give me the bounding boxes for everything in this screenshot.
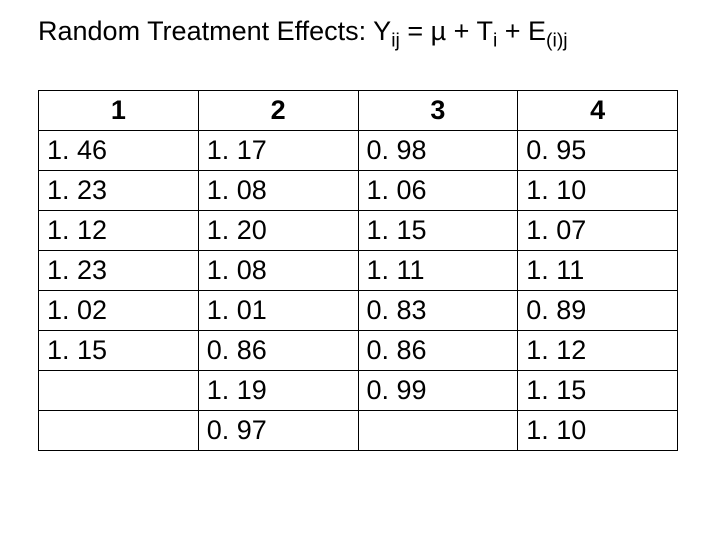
data-table: 1 2 3 4 1. 46 1. 17 0. 98 0. 95 1. 23 1.… <box>38 90 678 451</box>
table-cell: 1. 07 <box>518 211 678 251</box>
table-header-row: 1 2 3 4 <box>39 91 678 131</box>
col-header: 2 <box>198 91 358 131</box>
table-row: 1. 12 1. 20 1. 15 1. 07 <box>39 211 678 251</box>
table-cell: 1. 11 <box>518 251 678 291</box>
table-cell <box>39 411 199 451</box>
table-cell <box>39 371 199 411</box>
table-cell: 1. 10 <box>518 411 678 451</box>
table-cell: 1. 19 <box>198 371 358 411</box>
table-cell: 0. 98 <box>358 131 518 171</box>
table-cell: 0. 97 <box>198 411 358 451</box>
table-cell: 1. 17 <box>198 131 358 171</box>
table-cell: 0. 86 <box>358 331 518 371</box>
table-row: 1. 23 1. 08 1. 06 1. 10 <box>39 171 678 211</box>
table-cell: 1. 01 <box>198 291 358 331</box>
table-row: 1. 23 1. 08 1. 11 1. 11 <box>39 251 678 291</box>
table-cell: 1. 23 <box>39 171 199 211</box>
table-cell: 0. 95 <box>518 131 678 171</box>
title-mid1: = µ + T <box>400 16 493 46</box>
col-header: 1 <box>39 91 199 131</box>
table-cell: 1. 08 <box>198 251 358 291</box>
table-body: 1. 46 1. 17 0. 98 0. 95 1. 23 1. 08 1. 0… <box>39 131 678 451</box>
table-cell: 1. 23 <box>39 251 199 291</box>
table-cell: 0. 86 <box>198 331 358 371</box>
table-row: 1. 19 0. 99 1. 15 <box>39 371 678 411</box>
table-cell: 1. 10 <box>518 171 678 211</box>
table-row: 1. 15 0. 86 0. 86 1. 12 <box>39 331 678 371</box>
table-cell <box>358 411 518 451</box>
table-row: 1. 46 1. 17 0. 98 0. 95 <box>39 131 678 171</box>
title-mid2: + E <box>497 16 546 46</box>
title-prefix: Random Treatment Effects: Y <box>38 16 391 46</box>
table-cell: 1. 15 <box>358 211 518 251</box>
table-cell: 1. 15 <box>518 371 678 411</box>
table-cell: 1. 08 <box>198 171 358 211</box>
table-cell: 1. 15 <box>39 331 199 371</box>
table-cell: 0. 99 <box>358 371 518 411</box>
table-row: 0. 97 1. 10 <box>39 411 678 451</box>
table-cell: 1. 11 <box>358 251 518 291</box>
table-cell: 1. 02 <box>39 291 199 331</box>
col-header: 4 <box>518 91 678 131</box>
table-cell: 0. 83 <box>358 291 518 331</box>
table-row: 1. 02 1. 01 0. 83 0. 89 <box>39 291 678 331</box>
page-title: Random Treatment Effects: Yij = µ + Ti +… <box>38 16 690 52</box>
table-cell: 1. 20 <box>198 211 358 251</box>
table-cell: 1. 12 <box>39 211 199 251</box>
title-sub-ij2: (i)j <box>546 29 568 51</box>
table-cell: 1. 46 <box>39 131 199 171</box>
table-cell: 1. 06 <box>358 171 518 211</box>
table-cell: 1. 12 <box>518 331 678 371</box>
title-sub-ij: ij <box>391 29 400 51</box>
table-cell: 0. 89 <box>518 291 678 331</box>
slide-container: Random Treatment Effects: Yij = µ + Ti +… <box>0 0 720 451</box>
col-header: 3 <box>358 91 518 131</box>
